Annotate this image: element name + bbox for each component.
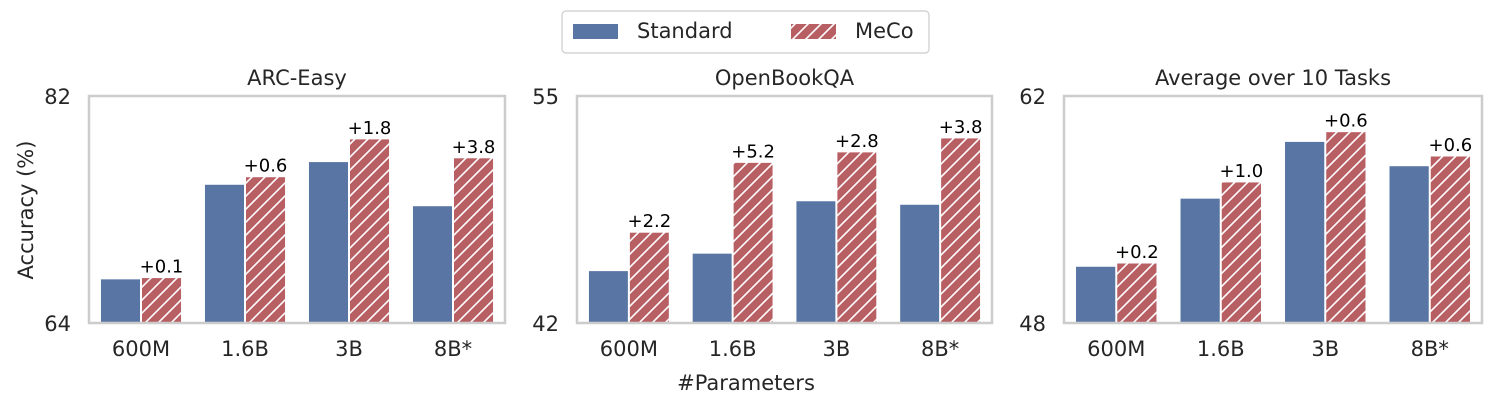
x-tick-label: 600M xyxy=(112,337,170,361)
plot-frame xyxy=(1062,94,1484,325)
bar-standard xyxy=(1388,165,1430,324)
bar-annotation: +0.6 xyxy=(1429,135,1473,156)
bar-meco xyxy=(453,157,495,324)
bar-meco xyxy=(732,161,774,324)
bar-annotation: +2.2 xyxy=(627,211,671,232)
panel-title: ARC-Easy xyxy=(247,66,347,90)
bar-annotation: +3.8 xyxy=(452,137,496,158)
bar-standard xyxy=(899,203,941,324)
bar-meco xyxy=(1116,262,1158,324)
bar-standard xyxy=(587,270,629,324)
bar-meco xyxy=(1220,181,1262,324)
x-tick-label: 1.6B xyxy=(709,337,757,361)
plot-frame xyxy=(87,94,507,325)
bar-standard xyxy=(411,205,453,324)
x-tick-label: 3B xyxy=(822,337,850,361)
x-tick-label: 1.6B xyxy=(1197,337,1245,361)
bar-meco xyxy=(836,151,878,324)
bar-standard xyxy=(99,278,141,324)
legend-swatch-standard xyxy=(573,24,618,39)
bar-standard xyxy=(1179,197,1221,324)
bar-annotation: +0.2 xyxy=(1115,242,1159,263)
bar-standard xyxy=(691,252,733,324)
y-tick-label: 48 xyxy=(1019,312,1046,336)
x-axis-label: #Parameters xyxy=(677,371,815,395)
panel-1: ARC-Easy 64 82 +0.1 600M +0.6 1.6B +1.8 3B +3.8 8B… xyxy=(44,66,507,361)
bar-standard xyxy=(795,200,837,324)
y-tick-label: 55 xyxy=(532,85,559,109)
bar-annotation: +0.6 xyxy=(244,156,288,177)
x-tick-label: 3B xyxy=(1311,337,1339,361)
bar-standard xyxy=(1075,265,1117,324)
legend-swatch-meco xyxy=(791,24,836,39)
legend-label-standard: Standard xyxy=(637,19,733,43)
x-tick-label: 3B xyxy=(335,337,363,361)
panel-title: Average over 10 Tasks xyxy=(1155,66,1391,90)
bar-annotation: +3.8 xyxy=(939,117,983,138)
bar-meco xyxy=(628,231,670,324)
bar-meco xyxy=(141,277,183,324)
y-tick-label: 82 xyxy=(44,85,71,109)
plot-frame xyxy=(575,94,994,325)
panel-title: OpenBookQA xyxy=(715,66,855,90)
bar-annotation: +0.1 xyxy=(140,257,184,278)
legend-frame xyxy=(561,10,930,54)
bar-annotation: +0.6 xyxy=(1324,111,1368,132)
bar-standard xyxy=(203,183,246,324)
panel-2: OpenBookQA 42 55 +2.2 600M +5.2 1.6B +2.8 3B +3.8… xyxy=(532,66,994,361)
x-tick-label: 8B* xyxy=(434,337,472,361)
bar-meco xyxy=(349,138,391,324)
bar-meco xyxy=(1325,131,1367,324)
bar-meco xyxy=(245,176,287,324)
bar-standard xyxy=(307,161,349,324)
bar-annotation: +5.2 xyxy=(731,141,775,162)
bar-annotation: +1.8 xyxy=(348,118,392,139)
bar-meco xyxy=(940,137,982,324)
legend-label-meco: MeCo xyxy=(855,19,914,43)
x-tick-label: 1.6B xyxy=(221,337,269,361)
x-tick-label: 600M xyxy=(600,337,658,361)
x-tick-label: 8B* xyxy=(921,337,959,361)
y-axis-label: Accuracy (%) xyxy=(14,141,38,280)
y-tick-label: 64 xyxy=(44,312,71,336)
bar-standard xyxy=(1284,140,1326,324)
x-tick-label: 600M xyxy=(1087,337,1145,361)
legend: Standard MeCo xyxy=(561,10,930,54)
y-tick-label: 62 xyxy=(1019,85,1046,109)
panel-3: Average over 10 Tasks 48 62 +0.2 600M +1.0 1.6… xyxy=(1019,66,1484,361)
y-tick-label: 42 xyxy=(532,312,559,336)
x-tick-label: 8B* xyxy=(1411,337,1449,361)
bar-annotation: +2.8 xyxy=(835,131,879,152)
bar-annotation: +1.0 xyxy=(1220,161,1264,182)
bar-meco xyxy=(1429,155,1471,324)
